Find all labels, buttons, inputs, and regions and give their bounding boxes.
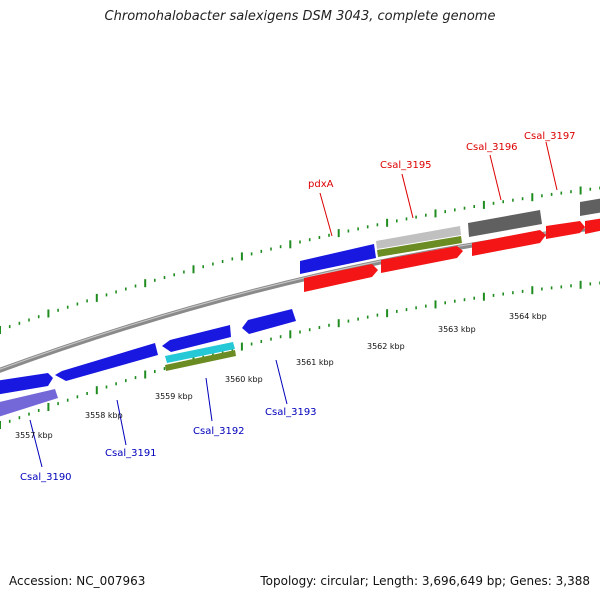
kbp-label-3561: 3561 kbp bbox=[296, 358, 334, 367]
kbp-label-3559: 3559 kbp bbox=[155, 392, 193, 401]
label-csal-3195[interactable]: Csal_3195 bbox=[380, 160, 432, 171]
gene-csal-3191[interactable] bbox=[55, 343, 158, 381]
csal-3191-leader bbox=[116, 399, 127, 446]
kbp-label-3564: 3564 kbp bbox=[509, 312, 547, 321]
gene-csal-3192-cds-1[interactable] bbox=[165, 342, 235, 363]
gene-pdxA-cds[interactable] bbox=[304, 264, 378, 292]
gene-next-red[interactable] bbox=[585, 218, 600, 234]
gene-pdxA[interactable] bbox=[300, 244, 376, 274]
upper-tick-track bbox=[0, 186, 600, 334]
pdxA-leader bbox=[319, 192, 333, 237]
label-pdxA[interactable]: pdxA bbox=[308, 179, 334, 190]
csal-3193-leader bbox=[275, 359, 288, 405]
csal-3192-leader bbox=[205, 377, 213, 422]
label-csal-3193[interactable]: Csal_3193 bbox=[265, 407, 317, 418]
accession-text: Accession: NC_007963 bbox=[9, 574, 146, 588]
gene-csal-3196[interactable] bbox=[472, 230, 546, 256]
gene-csal-3193[interactable] bbox=[242, 309, 296, 334]
gene-csal-3190-cds[interactable] bbox=[0, 389, 58, 418]
gene-csal-3192[interactable] bbox=[162, 325, 231, 352]
csal-3197-leader bbox=[545, 141, 558, 191]
label-csal-3197[interactable]: Csal_3197 bbox=[524, 131, 576, 142]
kbp-label-3557: 3557 kbp bbox=[15, 431, 53, 440]
gene-csal-3197[interactable] bbox=[546, 221, 585, 239]
gene-next-grey[interactable] bbox=[580, 198, 600, 216]
gene-csal-3195[interactable] bbox=[381, 246, 463, 273]
label-csal-3192[interactable]: Csal_3192 bbox=[193, 426, 245, 437]
label-csal-3190[interactable]: Csal_3190 bbox=[20, 472, 72, 483]
gene-csal-3195-green[interactable] bbox=[377, 236, 462, 257]
kbp-label-3563: 3563 kbp bbox=[438, 325, 476, 334]
kbp-label-3562: 3562 kbp bbox=[367, 342, 405, 351]
map-title: Chromohalobacter salexigens DSM 3043, co… bbox=[104, 9, 496, 24]
gene-csal-3190[interactable] bbox=[0, 373, 53, 395]
gene-csal-3195-grey[interactable] bbox=[376, 226, 461, 249]
kbp-label-3558: 3558 kbp bbox=[85, 411, 123, 420]
label-csal-3196[interactable]: Csal_3196 bbox=[466, 142, 518, 153]
csal-3195-leader bbox=[401, 173, 414, 219]
genome-summary-text: Topology: circular; Length: 3,696,649 bp… bbox=[260, 574, 590, 588]
csal-3190-leader bbox=[29, 419, 43, 468]
label-csal-3191[interactable]: Csal_3191 bbox=[105, 448, 157, 459]
gene-csal-3192-cds-2[interactable] bbox=[165, 350, 236, 371]
gene-csal-3196-grey[interactable] bbox=[468, 210, 542, 237]
kbp-label-3560: 3560 kbp bbox=[225, 375, 263, 384]
csal-3196-leader bbox=[489, 154, 502, 201]
